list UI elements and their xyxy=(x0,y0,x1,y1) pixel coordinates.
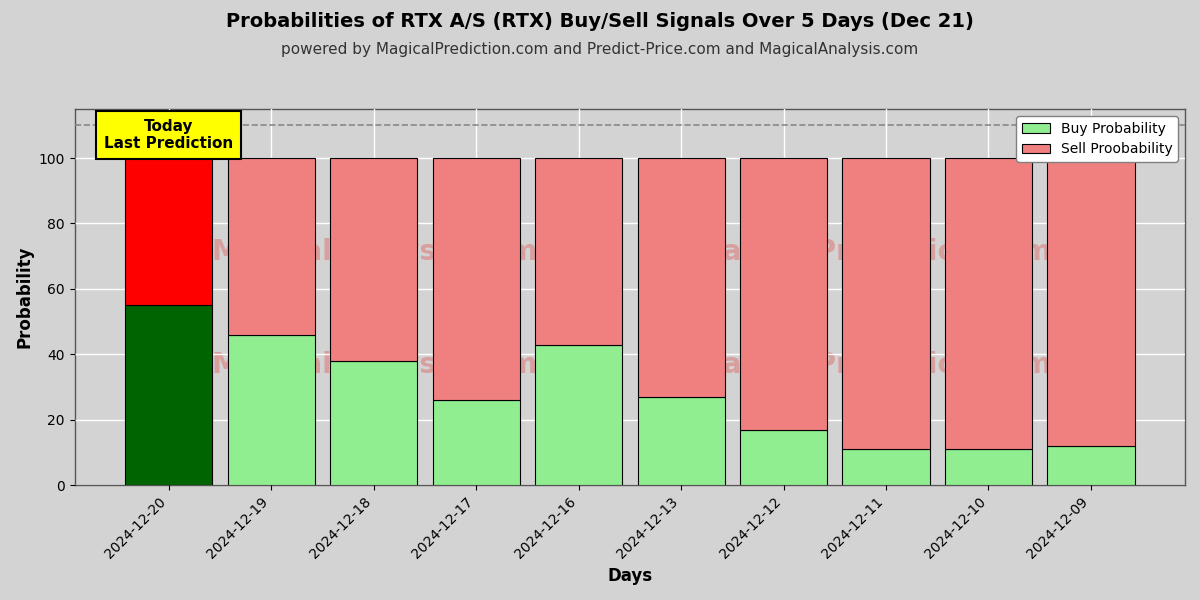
Text: MagicalPrediction.com: MagicalPrediction.com xyxy=(696,238,1052,266)
Text: powered by MagicalPrediction.com and Predict-Price.com and MagicalAnalysis.com: powered by MagicalPrediction.com and Pre… xyxy=(281,42,919,57)
Legend: Buy Probability, Sell Proobability: Buy Probability, Sell Proobability xyxy=(1016,116,1178,162)
Bar xyxy=(228,158,314,335)
Text: MagicalAnalysis.com: MagicalAnalysis.com xyxy=(211,351,538,379)
Bar xyxy=(944,158,1032,449)
Bar xyxy=(1048,446,1134,485)
Bar xyxy=(740,158,827,430)
Bar xyxy=(125,158,212,305)
Text: MagicalPrediction.com: MagicalPrediction.com xyxy=(696,351,1052,379)
Bar xyxy=(535,158,622,344)
Bar xyxy=(535,344,622,485)
Text: Today
Last Prediction: Today Last Prediction xyxy=(104,119,233,151)
Bar xyxy=(330,158,418,361)
Text: Probabilities of RTX A/S (RTX) Buy/Sell Signals Over 5 Days (Dec 21): Probabilities of RTX A/S (RTX) Buy/Sell … xyxy=(226,12,974,31)
Bar xyxy=(740,430,827,485)
X-axis label: Days: Days xyxy=(607,567,653,585)
Bar xyxy=(944,449,1032,485)
Bar xyxy=(432,400,520,485)
Y-axis label: Probability: Probability xyxy=(16,246,34,349)
Bar xyxy=(637,158,725,397)
Bar xyxy=(432,158,520,400)
Bar xyxy=(228,335,314,485)
Bar xyxy=(637,397,725,485)
Bar xyxy=(125,305,212,485)
Bar xyxy=(330,361,418,485)
Text: MagicalAnalysis.com: MagicalAnalysis.com xyxy=(211,238,538,266)
Bar xyxy=(842,158,930,449)
Bar xyxy=(1048,158,1134,446)
Bar xyxy=(842,449,930,485)
